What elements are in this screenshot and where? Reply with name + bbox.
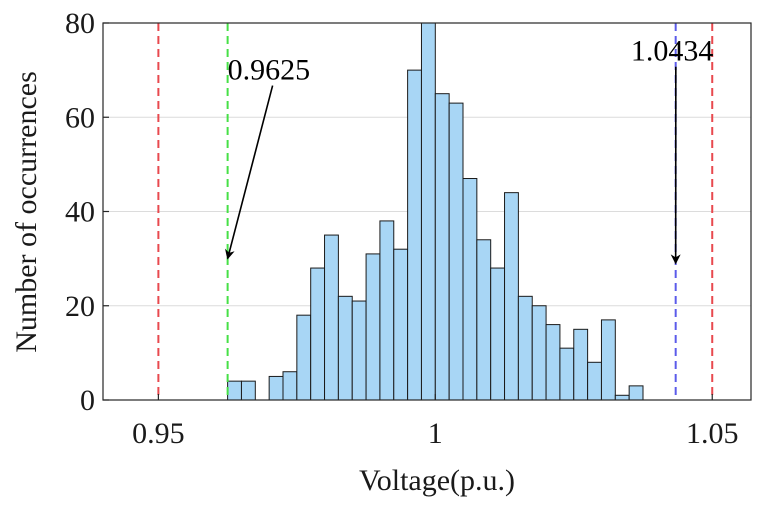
histogram-bar: [311, 268, 325, 400]
histogram-bar: [574, 329, 588, 400]
annotation-arrow: [228, 86, 273, 259]
histogram-bar: [421, 23, 435, 400]
histogram-bar: [435, 94, 449, 400]
y-axis-label: Number of occurrences: [10, 71, 43, 353]
histogram-bar: [615, 395, 629, 400]
histogram-bar: [338, 296, 352, 400]
annotation-label: 1.0434: [631, 35, 714, 68]
histogram-bar: [560, 348, 574, 400]
histogram-bar: [394, 249, 408, 400]
histogram-bar: [505, 193, 519, 400]
histogram-bar: [477, 240, 491, 400]
histogram-bar: [241, 381, 255, 400]
annotation-label: 0.9625: [228, 54, 311, 87]
x-tick-label: 0.95: [132, 417, 185, 450]
x-axis-label: Voltage(p.u.): [359, 464, 515, 497]
histogram-bar: [283, 372, 297, 400]
histogram-bar: [463, 179, 477, 400]
histogram-bar: [588, 362, 602, 400]
y-tick-label: 40: [65, 196, 95, 229]
y-tick-label: 0: [80, 384, 95, 417]
y-tick-label: 20: [65, 290, 95, 323]
histogram-bar: [601, 320, 615, 400]
histogram-bar: [228, 381, 242, 400]
y-tick-label: 60: [65, 101, 95, 134]
histogram-bar: [532, 306, 546, 400]
x-tick-label: 1.05: [686, 417, 739, 450]
histogram-bar: [380, 221, 394, 400]
histogram-bar: [325, 235, 339, 400]
histogram-bar: [518, 296, 532, 400]
histogram-bar: [408, 70, 422, 400]
histogram-bar: [546, 325, 560, 400]
histogram-bar: [352, 301, 366, 400]
y-tick-label: 80: [65, 7, 95, 40]
x-tick-label: 1: [428, 417, 443, 450]
histogram-bar: [297, 315, 311, 400]
histogram-bar: [366, 254, 380, 400]
histogram-bar: [269, 376, 283, 400]
histogram-bar: [629, 386, 643, 400]
histogram-bar: [449, 103, 463, 400]
histogram-bar: [491, 268, 505, 400]
